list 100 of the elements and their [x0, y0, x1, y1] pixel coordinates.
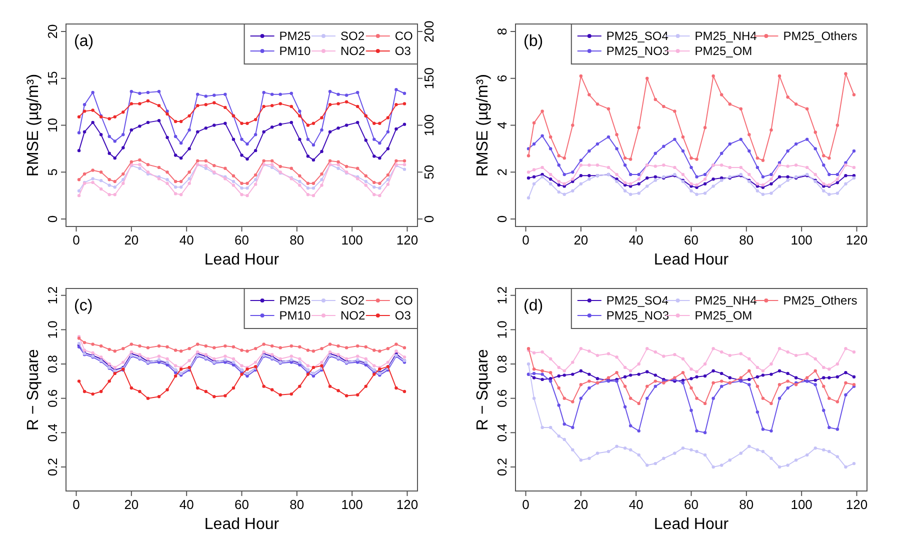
point — [328, 103, 332, 106]
point — [646, 176, 649, 180]
point — [262, 342, 266, 346]
point — [108, 348, 111, 352]
point — [336, 160, 340, 164]
point — [138, 158, 142, 162]
x-tick-label: 60 — [234, 497, 249, 512]
point — [805, 352, 809, 356]
point — [615, 172, 618, 176]
point — [196, 104, 200, 108]
y2-tick-label: 200 — [422, 20, 436, 42]
point — [606, 352, 610, 356]
point — [623, 366, 627, 370]
point — [356, 120, 360, 124]
x-tick-label: 40 — [179, 232, 194, 248]
point — [99, 178, 103, 182]
point — [557, 163, 560, 167]
point — [386, 147, 390, 150]
point — [196, 386, 200, 390]
point — [728, 376, 732, 380]
point — [540, 369, 544, 372]
point — [646, 384, 649, 388]
point — [596, 376, 600, 380]
point — [166, 136, 169, 140]
legend-label: CO — [394, 29, 413, 43]
point — [828, 156, 831, 160]
x-tick-label: 0 — [72, 497, 80, 512]
point — [212, 357, 216, 360]
point — [822, 384, 826, 388]
point — [654, 164, 657, 168]
point — [262, 384, 266, 388]
point — [130, 90, 134, 94]
point — [637, 372, 640, 376]
legend-label: SO2 — [340, 29, 365, 43]
y-tick-label: 1.2 — [494, 286, 510, 304]
point — [748, 444, 751, 448]
point — [748, 172, 751, 176]
point — [262, 104, 266, 108]
point — [240, 186, 244, 190]
point — [532, 142, 536, 146]
point — [695, 429, 698, 433]
point — [548, 182, 552, 186]
point — [756, 448, 760, 452]
point — [579, 182, 583, 186]
point — [690, 189, 693, 192]
point — [681, 172, 685, 176]
point — [770, 178, 773, 181]
point — [108, 380, 111, 383]
point — [728, 142, 732, 146]
y-axis-title: RMSE (µg/m³) — [474, 74, 492, 177]
legend-label: O3 — [394, 44, 412, 58]
point — [579, 74, 583, 78]
point — [394, 342, 398, 346]
point — [113, 180, 116, 184]
legend-label: NO2 — [340, 44, 366, 58]
point — [402, 356, 406, 359]
point — [728, 166, 732, 170]
point — [99, 187, 103, 191]
point — [82, 110, 86, 113]
y-tick-label: 0.6 — [45, 389, 60, 408]
point — [654, 178, 657, 182]
point — [786, 350, 790, 354]
point — [778, 184, 782, 188]
point — [748, 149, 751, 153]
point — [844, 174, 848, 178]
point — [130, 386, 134, 390]
point — [628, 448, 632, 452]
point — [212, 395, 216, 398]
point — [146, 346, 150, 350]
point — [637, 182, 640, 186]
point — [703, 172, 707, 176]
x-tick-label: 20 — [124, 232, 139, 248]
point — [278, 357, 282, 360]
point — [662, 354, 666, 358]
point — [739, 452, 742, 455]
x-tick-label: 40 — [179, 497, 194, 512]
x-tick-label: 40 — [628, 497, 644, 512]
point — [756, 182, 760, 186]
point — [386, 178, 390, 182]
point — [852, 176, 856, 180]
point — [794, 458, 798, 462]
point — [188, 182, 191, 185]
y-tick-label: 1.0 — [45, 320, 60, 339]
y-tick-label: 0 — [45, 215, 60, 223]
point — [402, 346, 406, 350]
point — [628, 396, 632, 400]
point — [254, 182, 258, 186]
point — [562, 156, 566, 160]
point — [557, 180, 560, 184]
x-tick-label: 120 — [396, 497, 418, 512]
point — [673, 166, 676, 170]
point — [794, 142, 798, 146]
point — [122, 133, 125, 136]
y-tick-label: 0.2 — [494, 458, 510, 476]
point — [778, 369, 782, 372]
point — [828, 192, 831, 196]
point — [113, 186, 116, 189]
point — [188, 128, 191, 132]
point — [540, 372, 544, 376]
legend-label: PM25 — [279, 294, 311, 308]
